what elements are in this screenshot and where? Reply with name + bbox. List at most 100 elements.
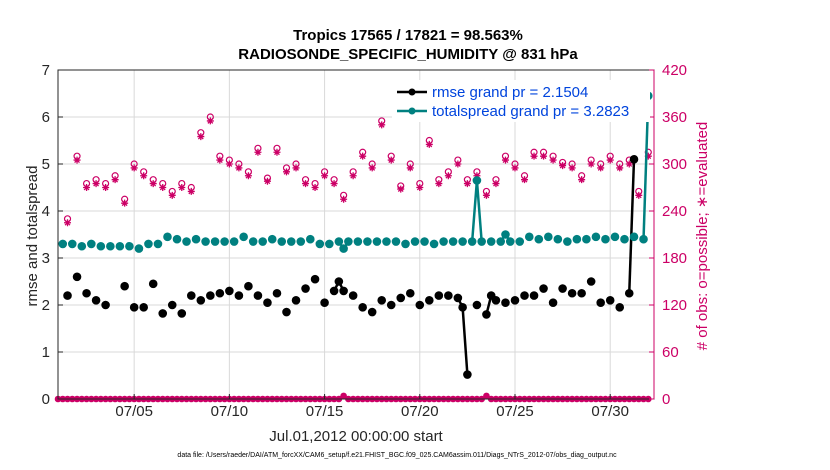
obs-evaluated-marker xyxy=(463,180,471,188)
obs-evaluated-marker xyxy=(254,148,262,156)
obs-evaluated-marker xyxy=(540,152,548,160)
left-tick-label: 7 xyxy=(42,62,50,79)
left-tick-label: 0 xyxy=(42,391,50,408)
series-marker xyxy=(63,291,72,300)
obs-evaluated-marker xyxy=(111,176,119,184)
obs-evaluated-marker xyxy=(425,140,433,148)
series-marker xyxy=(377,296,387,305)
series-marker xyxy=(529,291,539,300)
series-marker xyxy=(196,296,206,305)
series-marker xyxy=(639,234,648,244)
obs-evaluated-marker xyxy=(121,199,129,207)
obs-evaluated-marker xyxy=(349,172,357,180)
series-marker xyxy=(182,237,191,246)
series-marker xyxy=(458,237,467,246)
obs-evaluated-marker xyxy=(501,156,509,164)
left-tick-label: 2 xyxy=(42,297,50,314)
obs-evaluated-marker xyxy=(225,160,233,168)
series-marker xyxy=(353,237,363,246)
series-marker xyxy=(158,309,168,318)
right-tick-label: 360 xyxy=(662,109,687,126)
obs-evaluated-marker xyxy=(511,164,519,172)
obs-evaluated-marker xyxy=(340,195,348,203)
x-tick-label: 07/10 xyxy=(211,403,249,420)
obs-evaluated-marker xyxy=(159,184,167,191)
series-marker xyxy=(72,272,82,282)
series-marker xyxy=(486,237,496,246)
series-marker xyxy=(448,237,458,246)
series-group xyxy=(58,91,653,379)
series-marker xyxy=(101,300,110,310)
series-marker xyxy=(82,288,91,298)
right-tick-label: 300 xyxy=(662,156,687,173)
series-marker xyxy=(296,237,306,246)
series-marker xyxy=(544,232,553,242)
obs-evaluated-marker xyxy=(292,164,300,172)
obs-evaluated-marker xyxy=(521,176,529,184)
obs-evaluated-marker xyxy=(140,172,148,180)
obs-evaluated-marker xyxy=(321,172,329,180)
series-marker xyxy=(139,303,148,312)
series-marker xyxy=(501,230,510,239)
obs-evaluated-marker xyxy=(378,121,386,129)
series-marker xyxy=(201,237,210,246)
series-marker xyxy=(220,237,229,246)
series-marker xyxy=(334,237,344,246)
series-marker xyxy=(339,286,348,296)
series-marker xyxy=(367,307,377,317)
series-marker xyxy=(629,155,639,164)
series-marker xyxy=(567,288,577,298)
series-marker xyxy=(148,279,158,289)
obs-evaluated-marker xyxy=(406,164,414,172)
series-marker xyxy=(520,291,529,300)
series-marker xyxy=(286,237,296,246)
obs-evaluated-marker xyxy=(206,117,214,125)
series-marker xyxy=(96,241,106,251)
series-marker xyxy=(229,237,239,246)
x-tick-label: 07/05 xyxy=(115,403,153,420)
obs-evaluated-marker xyxy=(92,180,100,188)
obs-evaluated-marker xyxy=(368,164,376,172)
series-marker xyxy=(344,237,353,246)
x-tick-label: 07/15 xyxy=(306,403,344,420)
series-marker xyxy=(363,237,372,246)
obs-evaluated-marker xyxy=(187,187,195,195)
series-marker xyxy=(477,237,486,246)
x-tick-label: 07/30 xyxy=(591,403,629,420)
series-marker xyxy=(491,296,501,305)
obs-evaluated-marker xyxy=(644,152,652,160)
obs-evaluated-marker xyxy=(64,219,72,227)
series-marker xyxy=(472,300,482,310)
obs-evaluated-marker xyxy=(387,156,395,164)
series-marker xyxy=(439,237,448,246)
series-marker xyxy=(524,232,534,242)
obs-evaluated-marker xyxy=(606,156,614,164)
obs-evaluated-marker xyxy=(359,152,367,160)
series-marker xyxy=(239,232,248,242)
x-tick-label: 07/25 xyxy=(496,403,534,420)
series-marker xyxy=(67,239,77,249)
series-marker xyxy=(591,232,601,242)
series-marker xyxy=(315,239,325,249)
series-marker xyxy=(282,307,291,317)
series-marker xyxy=(167,300,177,310)
series-marker xyxy=(263,298,272,307)
obs-evaluated-marker xyxy=(635,191,643,199)
legend-rmse-marker xyxy=(408,88,416,96)
series-marker xyxy=(253,291,263,300)
series-marker xyxy=(210,237,220,246)
series-marker xyxy=(620,234,629,244)
series-marker xyxy=(453,293,463,303)
legend: rmse grand pr = 2.1504 totalspread grand… xyxy=(392,80,650,122)
series-marker xyxy=(134,244,144,253)
right-axis-ticks: 0 60 120 180 240 300 360 420 xyxy=(649,62,687,408)
left-tick-label: 1 xyxy=(42,344,50,361)
legend-rmse-label: rmse grand pr = 2.1504 xyxy=(432,84,588,101)
series-marker xyxy=(163,232,172,242)
left-tick-label: 6 xyxy=(42,109,50,126)
obs-evaluated-marker xyxy=(397,185,405,193)
obs-evaluated-marker xyxy=(168,191,176,199)
obs-evaluated-marker xyxy=(597,164,605,172)
x-axis-label: Jul.01,2012 00:00:00 start xyxy=(269,428,443,445)
